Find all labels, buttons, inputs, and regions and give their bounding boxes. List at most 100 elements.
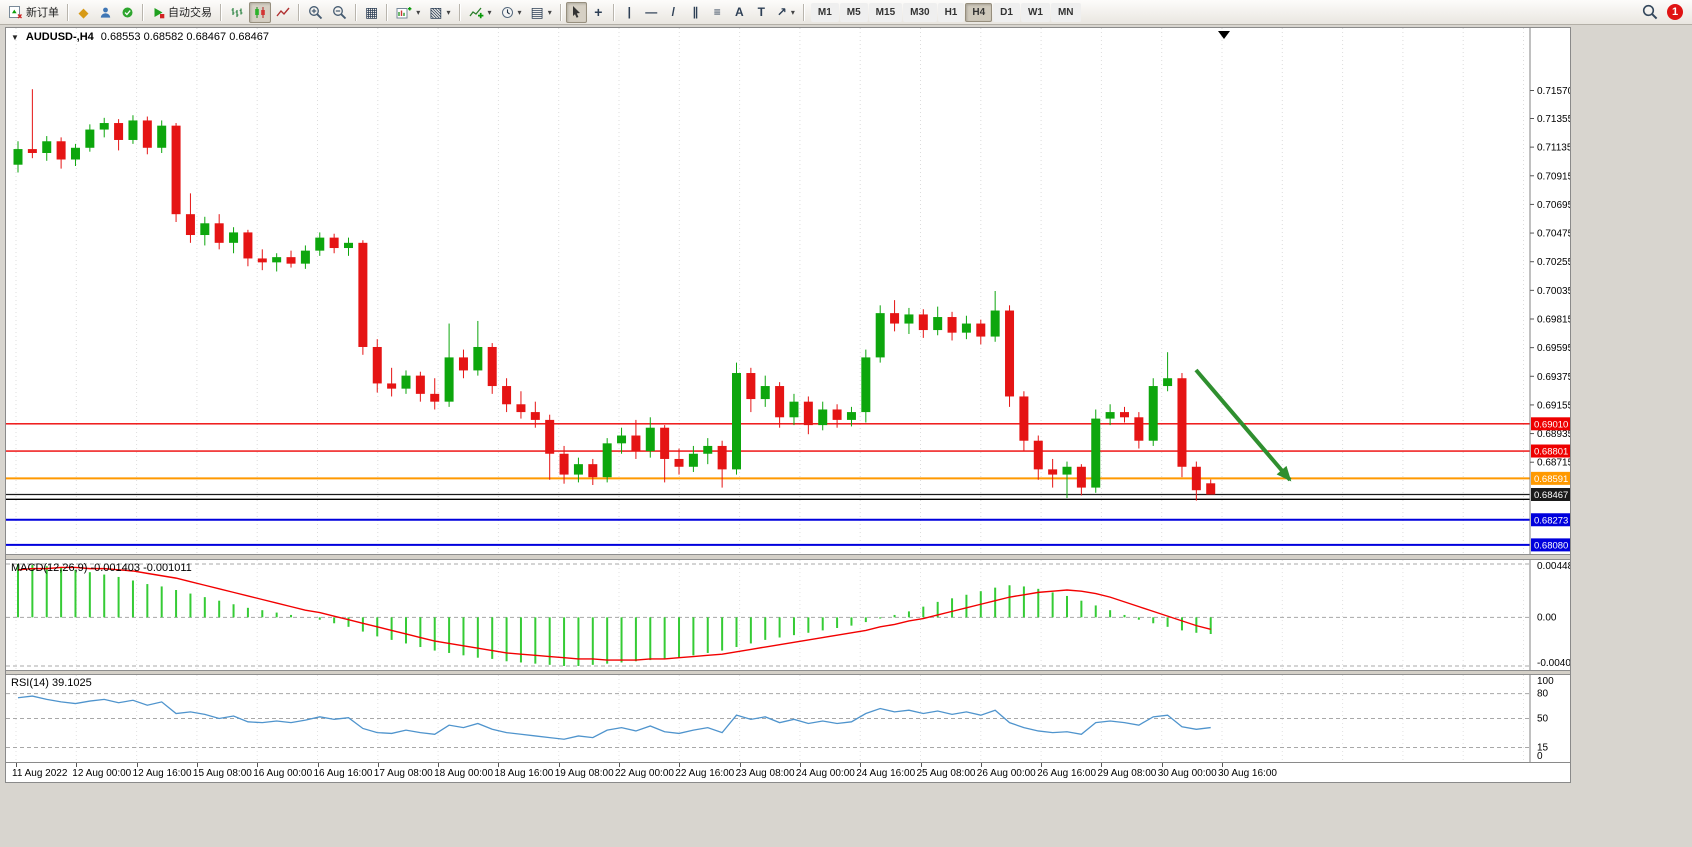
templates-button[interactable]: ▤ ▾ (527, 2, 556, 23)
timeframe-m30[interactable]: M30 (903, 2, 937, 22)
time-label: 26 Aug 16:00 (1037, 768, 1097, 779)
arrows-button[interactable]: ↗ ▾ (773, 2, 799, 23)
rsi-axis-tick: 50 (1537, 714, 1549, 725)
chart-collapse-icon[interactable]: ▼ (11, 32, 19, 42)
channel-button[interactable]: ∥ (685, 2, 706, 23)
autotrading-icon (154, 7, 165, 18)
svg-text:0.68591: 0.68591 (1534, 474, 1568, 485)
autotrading-button[interactable]: 自动交易 (148, 2, 216, 23)
time-label: 19 Aug 08:00 (554, 768, 614, 779)
time-tick (136, 763, 138, 767)
toolbar-separator (458, 3, 461, 21)
time-tick (1041, 763, 1043, 767)
new-chart-button[interactable]: ▾ (392, 2, 424, 23)
price-tick: 0.70695 (1537, 200, 1570, 211)
rsi-axis-tick: 0 (1537, 751, 1543, 762)
time-axis[interactable]: 11 Aug 2022 12 Aug 00:00 12 Aug 16:00 15 Au… (6, 762, 1570, 782)
time-tick (739, 763, 741, 767)
panel-divider[interactable] (6, 554, 1570, 560)
price-tick: 0.70035 (1537, 286, 1570, 297)
periods-button[interactable]: ▾ (497, 2, 526, 23)
chevron-down-icon: ▾ (446, 7, 451, 17)
mql5-button[interactable]: ◆ (73, 2, 94, 23)
autotrading-label: 自动交易 (168, 7, 212, 19)
indicators-button[interactable]: ▾ (465, 2, 496, 23)
time-tick (1101, 763, 1103, 767)
timeframe-h4[interactable]: H4 (965, 2, 993, 22)
time-tick (619, 763, 620, 767)
fibonacci-button[interactable]: ≡ (707, 2, 728, 23)
time-label: 30 Aug 16:00 (1218, 768, 1277, 779)
zoom-in-button[interactable] (304, 2, 327, 23)
macd-panel[interactable]: 0.004489 0.00 -0.004098 (6, 560, 1570, 670)
crosshair-button[interactable]: + (588, 2, 609, 23)
text-label-button[interactable]: T (751, 2, 772, 23)
macd-signal-line (17, 566, 1211, 661)
time-tick (257, 763, 259, 767)
market-button[interactable] (117, 2, 138, 23)
time-label: 24 Aug 16:00 (856, 768, 916, 779)
timeframe-m5[interactable]: M5 (839, 2, 868, 22)
time-label: 11 Aug 2022 (12, 768, 68, 779)
line-chart-icon (276, 7, 290, 16)
time-label: 18 Aug 16:00 (494, 768, 554, 779)
rsi-panel[interactable]: 100 80 50 150 (6, 675, 1570, 762)
timeframe-w1[interactable]: W1 (1020, 2, 1050, 22)
time-label: 26 Aug 00:00 (976, 768, 1036, 779)
horizontal-line-icon: — (645, 5, 658, 19)
chart-shift-marker[interactable] (1218, 31, 1230, 39)
text-button[interactable]: A (729, 2, 750, 23)
metaeditor-button[interactable] (95, 2, 116, 23)
toolbar-separator (67, 3, 69, 21)
toolbar-separator (559, 3, 562, 21)
trendline-button[interactable]: / (663, 2, 684, 23)
time-label: 29 Aug 08:00 (1097, 768, 1157, 779)
timeframe-mn[interactable]: MN (1050, 2, 1081, 22)
macd-indicator-label: MACD(12,26,9) -0.001403 -0.001011 (11, 562, 192, 574)
vertical-grid (15, 28, 1524, 554)
candlestick-button[interactable] (249, 1, 271, 23)
price-tick: 0.69595 (1537, 343, 1570, 354)
annotation-arrow[interactable] (1194, 368, 1292, 482)
tile-windows-button[interactable]: ▦ (361, 2, 382, 23)
chart-ohlc-values: 0.68553 0.68582 0.68467 0.68467 (100, 31, 269, 43)
time-label: 16 Aug 16:00 (313, 768, 373, 779)
panel-divider[interactable] (6, 670, 1570, 675)
line-chart-button[interactable] (272, 2, 294, 23)
time-tick (317, 763, 319, 767)
svg-text:0.68467: 0.68467 (1534, 490, 1568, 501)
indicators-icon (468, 7, 483, 18)
cursor-button[interactable] (565, 1, 587, 23)
search-icon[interactable] (1642, 4, 1658, 20)
bar-chart-button[interactable] (226, 2, 248, 23)
price-tick: 0.70915 (1537, 171, 1570, 182)
annotation-arrow-head (1276, 465, 1292, 482)
time-label: 24 Aug 00:00 (795, 768, 855, 779)
horizontal-line-button[interactable]: — (641, 2, 662, 23)
timeframe-m15[interactable]: M15 (868, 2, 903, 22)
time-tick (498, 763, 500, 767)
timeframe-d1[interactable]: D1 (993, 2, 1020, 22)
notification-badge[interactable]: 1 (1667, 4, 1683, 20)
tile-windows-icon: ▦ (365, 4, 379, 20)
time-label: 23 Aug 08:00 (735, 768, 795, 779)
timeframe-m1[interactable]: M1 (810, 2, 839, 22)
profiles-button[interactable]: ▧ ▾ (425, 2, 454, 23)
vertical-line-icon: | (627, 5, 631, 19)
chart-window: 0.71570 0.71355 0.71135 0.70915 0.70695 0.704… (5, 27, 1571, 783)
vertical-line-button[interactable]: | (619, 2, 640, 23)
new-order-button[interactable]: 新订单 (4, 2, 63, 23)
timeframe-h1[interactable]: H1 (937, 2, 965, 22)
toolbar-separator (386, 3, 389, 21)
time-label: 22 Aug 16:00 (675, 768, 735, 779)
chevron-down-icon: ▾ (790, 7, 795, 17)
price-level-tag (1531, 471, 1570, 485)
price-tick: 0.69155 (1537, 400, 1570, 411)
trendline-icon: / (671, 5, 675, 19)
price-chart-panel[interactable]: 0.71570 0.71355 0.71135 0.70915 0.70695 0.704… (6, 28, 1570, 554)
zoom-out-icon (333, 5, 347, 19)
toolbar-separator (220, 3, 222, 21)
price-tick: 0.71570 (1537, 86, 1570, 97)
zoom-out-button[interactable] (328, 2, 351, 23)
